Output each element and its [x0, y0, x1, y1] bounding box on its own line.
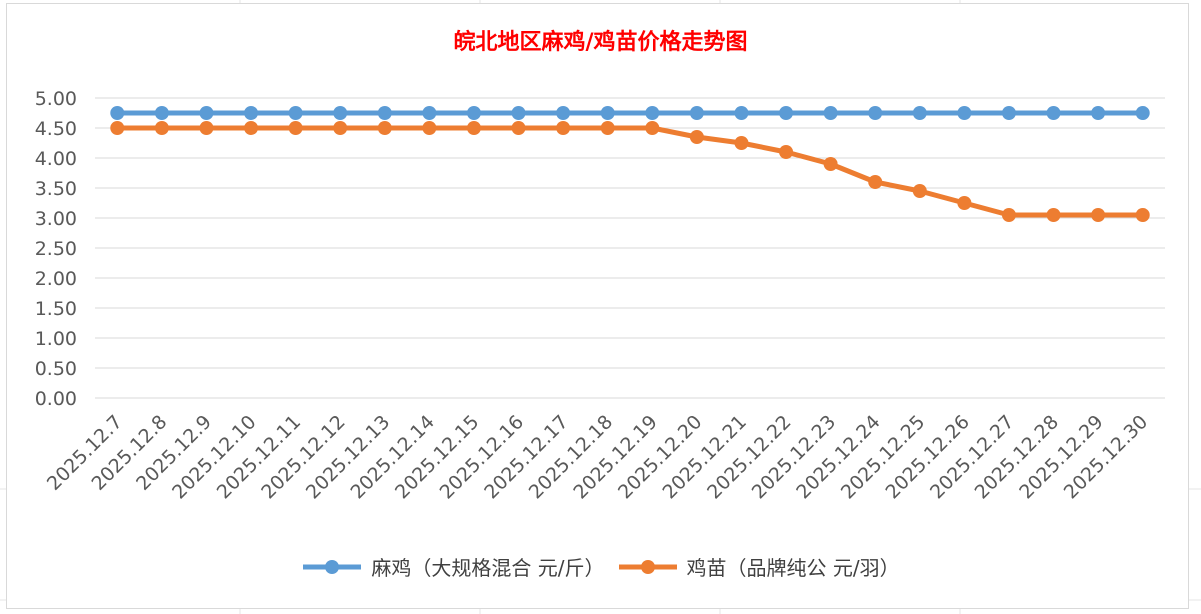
data-point-series-1 [556, 106, 571, 120]
data-point-series-2 [466, 121, 481, 135]
data-point-series-1 [868, 106, 883, 120]
data-point-series-2 [1001, 208, 1016, 222]
data-point-series-2 [868, 175, 883, 189]
data-point-series-1 [600, 106, 615, 120]
legend-swatch-series-1 [303, 559, 362, 574]
data-point-series-1 [422, 106, 437, 120]
y-tick-label: 0.00 [35, 388, 77, 410]
data-point-series-2 [734, 136, 749, 150]
data-point-series-2 [645, 121, 660, 135]
data-point-series-1 [377, 106, 392, 120]
y-tick-label: 2.50 [35, 238, 77, 260]
series-line-2 [114, 125, 1146, 218]
y-tick-label: 1.50 [35, 298, 77, 320]
data-point-series-1 [110, 106, 125, 120]
data-point-series-1 [779, 106, 794, 120]
y-tick-label: 3.50 [35, 178, 77, 200]
data-point-series-2 [912, 184, 927, 198]
data-point-series-1 [912, 106, 927, 120]
data-point-series-1 [244, 106, 259, 120]
chart-area[interactable] [6, 3, 1189, 609]
data-point-series-1 [689, 106, 704, 120]
data-point-series-2 [1091, 208, 1106, 222]
data-point-series-1 [734, 106, 749, 120]
legend: 麻鸡（大规格混合 元/斤） 鸡苗（品牌纯公 元/羽） [0, 552, 1201, 581]
data-point-series-2 [422, 121, 437, 135]
data-point-series-2 [199, 121, 214, 135]
data-point-series-2 [154, 121, 169, 135]
data-point-series-2 [288, 121, 303, 135]
y-tick-label: 1.00 [35, 328, 77, 350]
y-tick-label: 4.50 [35, 118, 77, 140]
data-point-series-2 [556, 121, 571, 135]
data-point-series-2 [779, 145, 794, 159]
legend-label-series-1: 麻鸡（大规格混合 元/斤） [371, 556, 605, 580]
y-tick-label: 3.00 [35, 208, 77, 230]
data-point-series-1 [333, 106, 348, 120]
data-point-series-2 [511, 121, 526, 135]
data-point-series-1 [288, 106, 303, 120]
data-point-series-1 [1091, 106, 1106, 120]
data-point-series-2 [377, 121, 392, 135]
data-point-series-2 [823, 157, 838, 171]
y-tick-label: 5.00 [35, 88, 77, 110]
data-point-series-1 [154, 106, 169, 120]
chart-title: 皖北地区麻鸡/鸡苗价格走势图 [453, 29, 748, 55]
data-point-series-2 [333, 121, 348, 135]
data-point-series-2 [600, 121, 615, 135]
data-point-series-1 [645, 106, 660, 120]
data-point-series-1 [957, 106, 972, 120]
legend-item-series-2: 鸡苗（品牌纯公 元/羽） [617, 552, 900, 581]
y-tick-label: 4.00 [35, 148, 77, 170]
data-point-series-1 [466, 106, 481, 120]
legend-label-series-2: 鸡苗（品牌纯公 元/羽） [686, 556, 900, 580]
data-point-series-2 [110, 121, 125, 135]
data-point-series-1 [1046, 106, 1061, 120]
data-point-series-2 [1135, 208, 1150, 222]
data-point-series-2 [689, 130, 704, 144]
data-point-series-2 [244, 121, 259, 135]
data-point-series-1 [1135, 106, 1150, 120]
legend-swatch-series-2 [618, 559, 677, 574]
data-point-series-2 [957, 196, 972, 210]
data-point-series-1 [1001, 106, 1016, 120]
data-point-series-2 [1046, 208, 1061, 222]
data-point-series-1 [511, 106, 526, 120]
data-point-series-1 [823, 106, 838, 120]
y-tick-label: 0.50 [35, 358, 77, 380]
legend-item-series-1: 麻鸡（大规格混合 元/斤） [301, 552, 605, 581]
y-tick-label: 2.00 [35, 268, 77, 290]
data-point-series-1 [199, 106, 214, 120]
